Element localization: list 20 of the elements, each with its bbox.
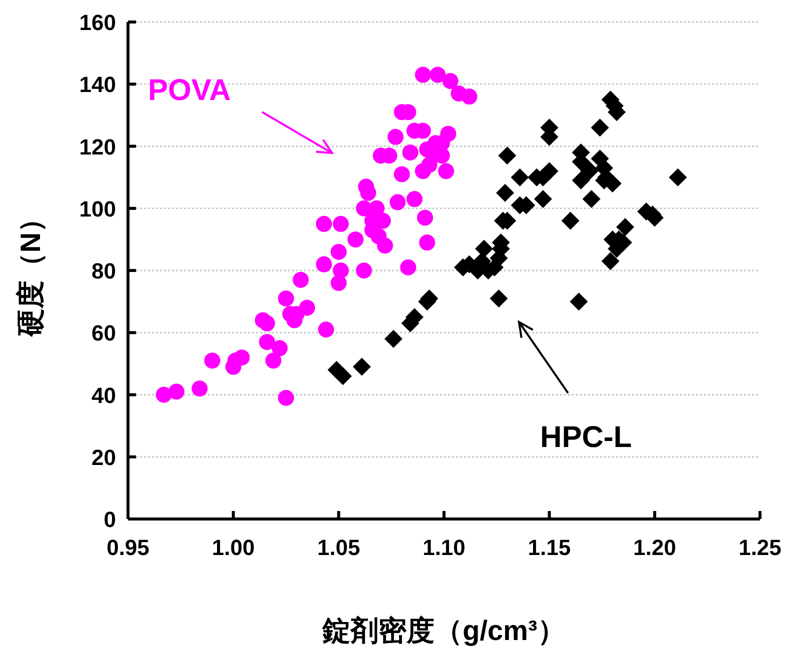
y-tick-label: 0 [104,507,116,532]
x-tick-label: 1.10 [422,535,466,560]
y-tick-label: 60 [92,320,116,346]
y-tick-label: 160 [79,10,116,35]
y-tick-label: 40 [92,382,116,408]
x-tick-label: 1.20 [633,535,676,560]
x-tick-label: 1.25 [738,535,782,560]
y-tick-label: 20 [92,444,116,470]
text: POVA [148,74,231,107]
x-tick-label: 0.95 [106,535,150,560]
y-tick-label: 100 [79,196,116,222]
y-axis-title: 硬度（N） [15,204,46,338]
x-tick-label: 1.00 [212,535,255,560]
y-tick-label: 120 [79,134,116,160]
x-axis-title: 錠剤密度（g/cm³） [322,615,566,646]
y-tick-label: 80 [92,258,116,284]
x-tick-label: 1.15 [528,535,571,560]
x-tick-label: 1.05 [317,535,360,560]
legend-label: HPC-L [540,421,632,454]
y-tick-label: 140 [79,72,116,98]
